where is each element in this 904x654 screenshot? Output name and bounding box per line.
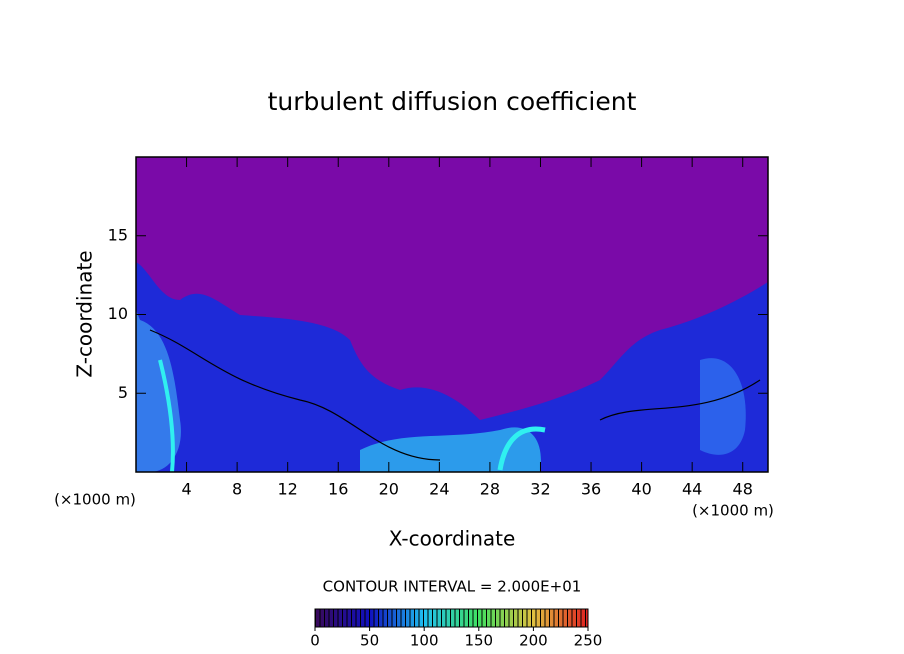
- colorbar-frame: [314, 608, 589, 628]
- x-tick-label: 32: [530, 480, 550, 499]
- colorbar-tick-label: 50: [360, 632, 379, 650]
- y-tick-label: 15: [108, 225, 128, 244]
- colorbar-tick-label: 150: [464, 632, 493, 650]
- y-tick-label: 5: [118, 383, 128, 402]
- x-tick-label: 16: [328, 480, 348, 499]
- y-axis-label: Z-coordinate: [73, 250, 97, 377]
- x-tick-label: 24: [429, 480, 449, 499]
- colorbar-tick-label: 0: [310, 632, 320, 650]
- colorbar-tick-label: 250: [574, 632, 603, 650]
- field: [136, 157, 768, 472]
- colorbar-label: CONTOUR INTERVAL = 2.000E+01: [323, 578, 582, 596]
- x-tick-label: 8: [232, 480, 242, 499]
- x-axis-label: X-coordinate: [389, 527, 516, 551]
- x-tick-label: 28: [480, 480, 500, 499]
- chart-title: turbulent diffusion coefficient: [268, 87, 637, 116]
- x-tick-label: 4: [181, 480, 191, 499]
- x-tick-label: 20: [379, 480, 399, 499]
- x-tick-label: 40: [631, 480, 651, 499]
- x-tick-label: 12: [278, 480, 298, 499]
- y-tick-label: 10: [108, 304, 128, 323]
- x-tick-label: 44: [682, 480, 702, 499]
- y-unit: (×1000 m): [54, 491, 136, 509]
- x-tick-label: 36: [581, 480, 601, 499]
- x-unit: (×1000 m): [692, 502, 774, 520]
- colorbar-tick-label: 100: [410, 632, 439, 650]
- colorbar-tick-label: 200: [519, 632, 548, 650]
- x-tick-label: 48: [733, 480, 753, 499]
